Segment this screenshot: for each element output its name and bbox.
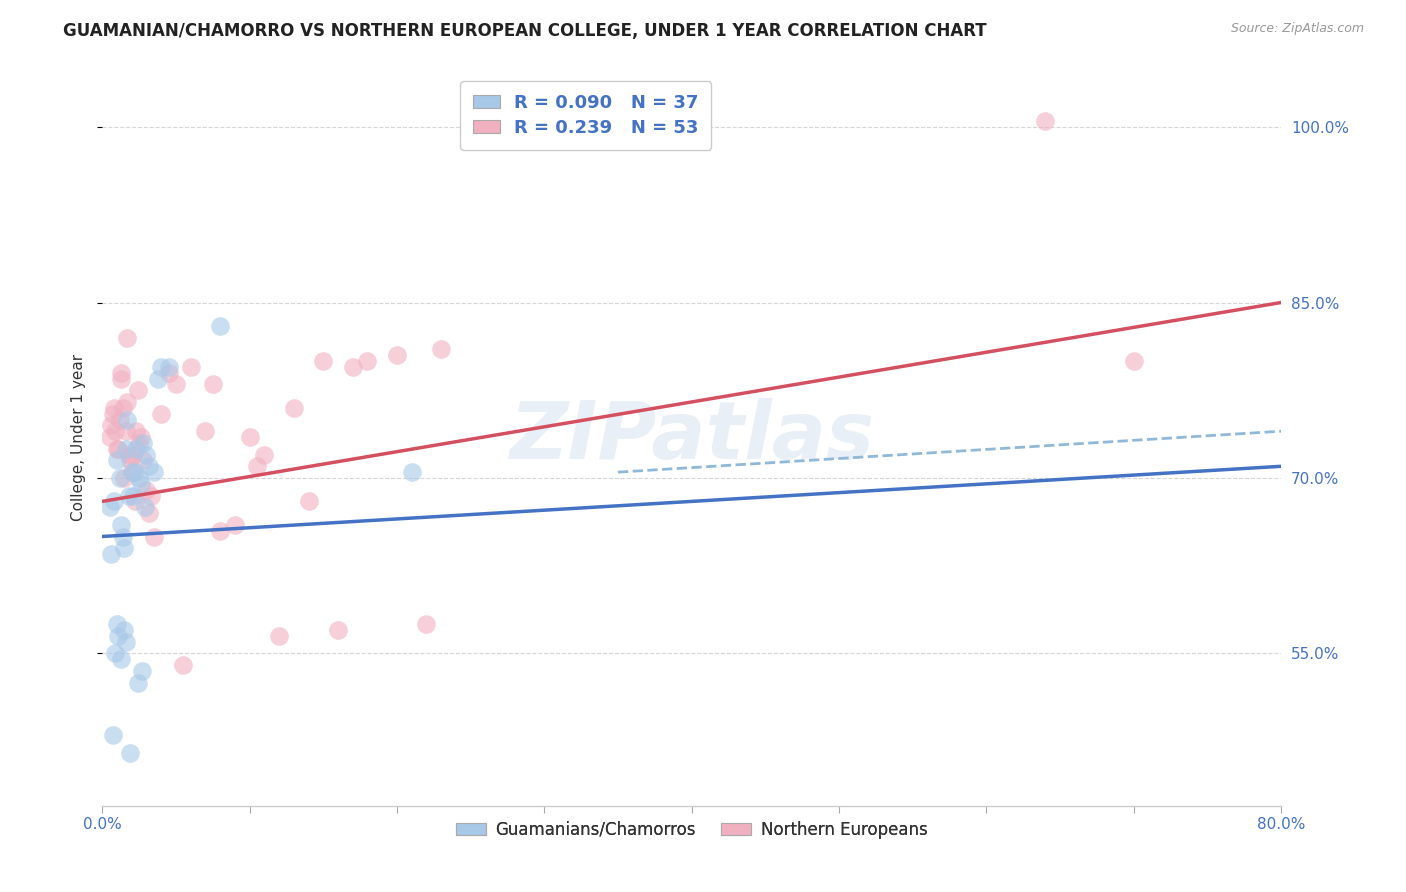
Point xyxy=(98,500,121,515)
Point xyxy=(157,366,180,380)
Y-axis label: College, Under 1 year: College, Under 1 year xyxy=(72,353,86,521)
Point xyxy=(104,424,127,438)
Point xyxy=(401,465,423,479)
Point xyxy=(129,430,152,444)
Point xyxy=(110,517,132,532)
Point xyxy=(209,318,232,333)
Point xyxy=(112,541,135,556)
Point xyxy=(121,465,143,479)
Point xyxy=(110,652,132,666)
Point xyxy=(103,494,125,508)
Point xyxy=(128,436,150,450)
Text: ZIPatlas: ZIPatlas xyxy=(509,398,875,476)
Point xyxy=(105,453,128,467)
Point xyxy=(107,442,129,456)
Point xyxy=(112,623,135,637)
Point xyxy=(246,459,269,474)
Point xyxy=(108,471,131,485)
Point xyxy=(132,436,155,450)
Point xyxy=(138,459,160,474)
Point xyxy=(129,476,152,491)
Point xyxy=(114,442,136,456)
Point xyxy=(172,658,194,673)
Point xyxy=(430,343,453,357)
Point xyxy=(142,465,165,479)
Point xyxy=(105,617,128,632)
Point xyxy=(283,401,305,415)
Point xyxy=(209,524,232,538)
Point xyxy=(128,471,150,485)
Point xyxy=(135,483,157,497)
Point xyxy=(139,489,162,503)
Point xyxy=(100,547,122,561)
Point xyxy=(114,424,136,438)
Text: Source: ZipAtlas.com: Source: ZipAtlas.com xyxy=(1230,22,1364,36)
Point xyxy=(135,448,157,462)
Point xyxy=(121,465,143,479)
Point xyxy=(132,453,155,467)
Point xyxy=(122,448,145,462)
Point xyxy=(101,728,124,742)
Point xyxy=(342,359,364,374)
Text: GUAMANIAN/CHAMORRO VS NORTHERN EUROPEAN COLLEGE, UNDER 1 YEAR CORRELATION CHART: GUAMANIAN/CHAMORRO VS NORTHERN EUROPEAN … xyxy=(63,22,987,40)
Point xyxy=(131,664,153,678)
Point xyxy=(194,424,217,438)
Point xyxy=(138,506,160,520)
Point xyxy=(103,401,125,415)
Point xyxy=(1122,354,1144,368)
Point xyxy=(107,629,129,643)
Point xyxy=(150,407,173,421)
Point xyxy=(385,348,408,362)
Point xyxy=(104,647,127,661)
Point xyxy=(120,453,142,467)
Point xyxy=(127,384,149,398)
Point xyxy=(127,675,149,690)
Point xyxy=(98,430,121,444)
Point xyxy=(118,489,141,503)
Point xyxy=(117,330,139,344)
Point xyxy=(124,465,146,479)
Point xyxy=(125,442,148,456)
Point xyxy=(111,529,134,543)
Point xyxy=(415,617,437,632)
Point xyxy=(114,635,136,649)
Point xyxy=(224,517,246,532)
Point xyxy=(201,377,224,392)
Point xyxy=(108,412,131,426)
Point xyxy=(124,494,146,508)
Point xyxy=(267,629,290,643)
Point xyxy=(125,424,148,438)
Point xyxy=(134,500,156,515)
Point xyxy=(297,494,319,508)
Point xyxy=(117,412,139,426)
Point xyxy=(326,623,349,637)
Point xyxy=(312,354,335,368)
Point xyxy=(356,354,378,368)
Point xyxy=(110,371,132,385)
Point xyxy=(101,407,124,421)
Point xyxy=(112,471,135,485)
Point xyxy=(148,371,170,385)
Point xyxy=(253,448,276,462)
Point xyxy=(111,401,134,415)
Point xyxy=(150,359,173,374)
Point xyxy=(118,448,141,462)
Point xyxy=(157,359,180,374)
Point xyxy=(122,489,145,503)
Point xyxy=(117,395,139,409)
Point xyxy=(120,746,142,760)
Point xyxy=(110,366,132,380)
Legend: Guamanians/Chamorros, Northern Europeans: Guamanians/Chamorros, Northern Europeans xyxy=(449,814,935,846)
Point xyxy=(165,377,187,392)
Point xyxy=(1033,114,1056,128)
Point xyxy=(180,359,202,374)
Point xyxy=(105,442,128,456)
Point xyxy=(142,529,165,543)
Point xyxy=(100,418,122,433)
Point xyxy=(239,430,262,444)
